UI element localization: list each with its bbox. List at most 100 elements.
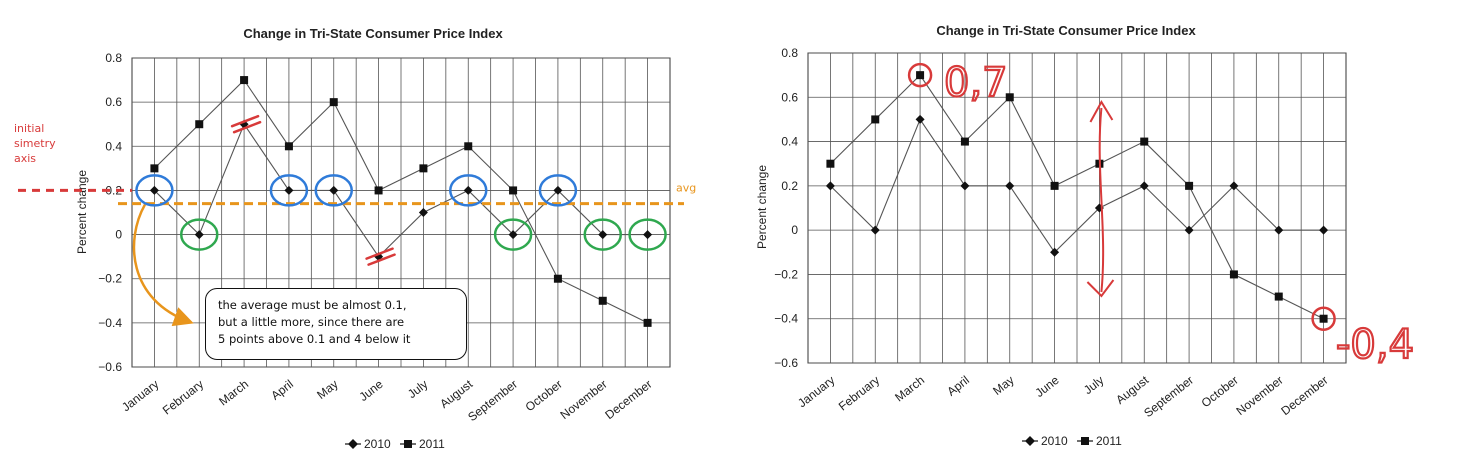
legend-marker-diamond (348, 439, 358, 449)
chart2-point-2010 (960, 181, 970, 191)
chart1-point-2010 (463, 185, 473, 195)
chart2-xtick-label: November (1234, 373, 1286, 418)
chart1-point-2011 (598, 296, 607, 305)
chart1-legend: 2010 2011 (345, 437, 445, 451)
chart2-series-2010-line (830, 118, 1324, 254)
chart1-title: Change in Tri-State Consumer Price Index (243, 26, 503, 41)
red-circle-march (907, 62, 933, 88)
chart2-ytick-label: 0.8 (781, 46, 798, 60)
symmetry-label: initial (14, 122, 44, 135)
legend-marker-diamond (1025, 436, 1035, 446)
chart1-ytick-label: 0.8 (105, 51, 122, 65)
chart1-point-2011 (509, 186, 518, 195)
chart1-point-2011 (419, 164, 428, 173)
chart1-point-2011 (150, 164, 159, 173)
symmetry-label: axis (14, 152, 36, 165)
note-line-2: but a little more, since there are (218, 315, 405, 329)
note-line-1: the average must be almost 0.1, (218, 298, 407, 312)
chart2-xtick-label: September (1141, 373, 1196, 420)
red-strike-march (230, 114, 262, 134)
chart2-point-2011 (1229, 270, 1238, 279)
chart2-xtick-label: January (795, 373, 837, 410)
chart2-point-2011 (826, 159, 835, 168)
chart1-point-2011 (464, 142, 473, 151)
chart2-point-2011 (960, 137, 969, 146)
chart2-annotations: 0,7 -0,4 (907, 59, 1415, 369)
chart1-point-2010 (284, 185, 294, 195)
chart2-point-2010 (1050, 247, 1060, 257)
legend-marker-square (1081, 437, 1089, 445)
chart1-point-2011 (284, 142, 293, 151)
chart2-point-2010 (1005, 181, 1015, 191)
chart1-point-2010 (149, 185, 159, 195)
chart1-xtick-label: October (523, 377, 565, 414)
blue-circle-may (314, 174, 353, 207)
range-arrow-shaft (1098, 107, 1105, 293)
blue-circle-april (269, 174, 309, 207)
chart1-point-2010 (329, 185, 339, 195)
chart2-xtick-label: August (1113, 373, 1152, 407)
chart1-point-2011 (240, 76, 249, 85)
chart1-xtick-label: March (216, 377, 251, 409)
note-arrow (132, 203, 194, 327)
chart2-xtick-label: February (836, 373, 882, 414)
chart2-xtick-label: December (1278, 373, 1330, 418)
chart2-point-2010 (1274, 225, 1284, 235)
chart2-xtick-label: October (1199, 373, 1241, 410)
chart2-point-2011 (1185, 181, 1194, 190)
chart1-xtick-label: April (268, 377, 296, 403)
legend-label: 2011 (419, 437, 445, 451)
chart2-point-2010 (915, 114, 925, 124)
chart1-point-2010 (643, 230, 653, 240)
symmetry-label: simetry (14, 137, 56, 150)
chart2-point-2010 (870, 225, 880, 235)
chart2-ytick-label: −0.4 (774, 312, 798, 326)
chart2-xtick-label: July (1081, 373, 1106, 397)
chart2-point-2010 (825, 181, 835, 191)
legend-marker-square (404, 440, 412, 448)
average-label: avg (676, 182, 696, 195)
green-circle-september (493, 218, 533, 251)
chart1-xtick-label: August (437, 377, 476, 411)
chart2-ytick-label: 0 (791, 223, 798, 237)
chart2-point-2010 (1139, 181, 1149, 191)
chart1-point-2011 (553, 274, 562, 283)
chart2-title: Change in Tri-State Consumer Price Index (936, 23, 1196, 38)
chart1-ylabel: Percent change (75, 170, 89, 254)
green-circle-november (583, 218, 622, 251)
chart2-point-2010 (1229, 181, 1239, 191)
min-note: -0,4 (1336, 322, 1414, 368)
range-arrow-head-top (1089, 100, 1114, 123)
chart1-marks: 2010 2011 (149, 76, 653, 451)
chart2-xtick-label: June (1032, 373, 1061, 400)
chart1-point-2010 (598, 230, 608, 240)
red-circle-december (1311, 306, 1336, 331)
green-circle-february (180, 218, 219, 251)
chart1-point-2011 (195, 120, 204, 129)
chart2-legend: 2010 2011 (1022, 434, 1122, 448)
chart1-ytick-label: −0.6 (98, 360, 122, 374)
chart2-ytick-label: −0.2 (774, 267, 798, 281)
chart1-ytick-label: −0.4 (98, 316, 122, 330)
blue-circle-october (538, 174, 578, 207)
chart1-ytick-label: 0.2 (105, 183, 122, 197)
average-note-box: the average must be almost 0.1, but a li… (205, 288, 467, 360)
legend-label: 2010 (364, 437, 391, 451)
chart2-ytick-label: 0.6 (781, 90, 798, 104)
chart1-point-2011 (643, 318, 652, 327)
chart2-marks: 2010 2011 (825, 71, 1329, 448)
chart1-point-2011 (374, 186, 383, 195)
chart1-point-2010 (418, 208, 428, 217)
chart2-ytick-label: 0.2 (781, 179, 798, 193)
chart2-point-2011 (1319, 314, 1328, 323)
chart2-point-2011 (871, 115, 880, 124)
chart1-point-2010 (553, 185, 563, 195)
chart1-ytick-label: 0.4 (105, 139, 122, 153)
chart2-ylabel: Percent change (755, 165, 769, 249)
chart2-point-2011 (916, 71, 925, 80)
chart1-series-2011-line (154, 79, 648, 324)
chart2-xtick-label: April (944, 373, 972, 399)
chart2-ytick-label: 0.4 (781, 135, 798, 149)
chart2-xtick-label: May (990, 373, 1016, 398)
chart2-point-2011 (1005, 93, 1014, 102)
